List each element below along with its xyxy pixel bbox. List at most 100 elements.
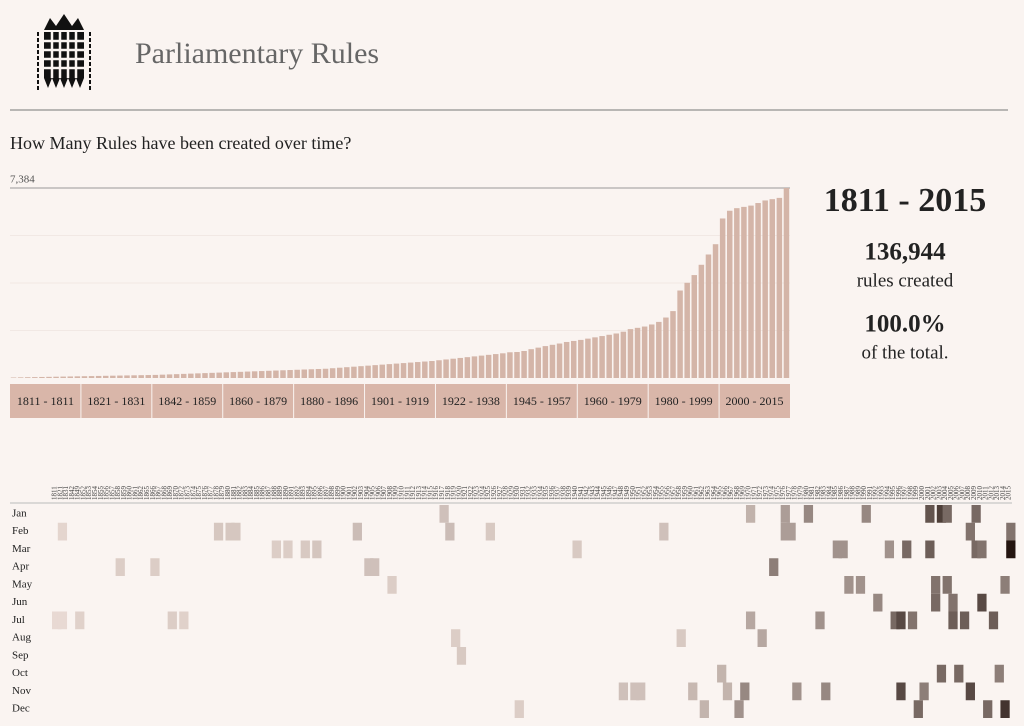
x-tick-label: 1879 xyxy=(218,486,226,501)
bar xyxy=(280,370,286,378)
x-tick-label: 1886 xyxy=(259,486,267,501)
x-tick-label: 1811 xyxy=(51,486,59,500)
x-tick-label: 1907 xyxy=(380,486,388,501)
x-tick-label: 1857 xyxy=(108,486,116,501)
bar xyxy=(287,370,293,378)
band-label: 1922 - 1938 xyxy=(442,394,500,408)
kpi-label: of the total. xyxy=(861,342,948,363)
bar xyxy=(266,370,272,378)
x-tick-label: 1952 xyxy=(640,486,648,501)
x-tick-label: 1872 xyxy=(178,486,186,501)
bar xyxy=(24,377,31,378)
x-tick-label: 1852 xyxy=(79,486,87,501)
bar xyxy=(748,205,754,378)
x-tick-label: 1875 xyxy=(195,486,203,501)
kpi-label: rules created xyxy=(857,270,954,291)
x-tick-label: 1986 xyxy=(837,486,845,501)
bar xyxy=(32,377,38,378)
x-tick-label: 1996 xyxy=(895,486,903,501)
bar xyxy=(244,371,251,378)
x-tick-label: 1867 xyxy=(155,486,163,501)
x-tick-label: 1967 xyxy=(727,486,735,501)
heat-cell xyxy=(855,576,866,594)
x-tick-label: 1948 xyxy=(617,486,625,501)
band-label: 1842 - 1859 xyxy=(158,394,216,408)
bar xyxy=(336,367,343,378)
x-tick-label: 1963 xyxy=(704,486,712,501)
x-tick-label: 1894 xyxy=(305,486,313,501)
x-tick-label: 1961 xyxy=(692,486,700,501)
x-tick-label: 2006 xyxy=(953,486,961,501)
heat-cell xyxy=(838,540,848,559)
bar xyxy=(230,372,237,378)
x-tick-label: 1949 xyxy=(623,486,631,501)
heat-cell xyxy=(971,505,981,523)
x-tick-label: 1891 xyxy=(288,486,296,501)
heat-cell xyxy=(873,593,883,612)
kpi-count: 136,944 xyxy=(864,239,946,266)
x-tick-label: 1976 xyxy=(779,486,787,501)
x-tick-label: 1868 xyxy=(160,486,168,501)
x-tick-label: 1882 xyxy=(236,486,244,501)
x-tick-label: 1984 xyxy=(825,486,833,501)
x-tick-label: 1936 xyxy=(548,486,556,501)
heat-cell xyxy=(942,576,952,594)
bar xyxy=(535,347,542,378)
heat-cell xyxy=(676,629,686,647)
x-tick-label: 2010 xyxy=(976,486,984,501)
x-tick-label: 1957 xyxy=(669,486,677,501)
bar xyxy=(294,369,300,378)
heat-cell xyxy=(179,611,189,630)
bar xyxy=(173,374,180,378)
heat-cell xyxy=(936,505,947,523)
x-tick-label: 1933 xyxy=(531,486,539,501)
bar xyxy=(769,199,776,378)
x-tick-label: 1870 xyxy=(172,486,180,501)
bar xyxy=(634,327,641,378)
bar xyxy=(578,339,584,378)
x-tick-label: 1940 xyxy=(571,486,579,501)
x-tick-label: 1956 xyxy=(664,486,672,501)
x-tick-label: 1994 xyxy=(883,486,891,501)
bar xyxy=(478,355,485,378)
heat-cell xyxy=(1006,540,1016,559)
heat-cell xyxy=(780,522,790,541)
heat-cell xyxy=(948,593,958,612)
x-tick-label: 1930 xyxy=(513,486,521,501)
heat-cell xyxy=(75,611,85,630)
x-tick-label: 1893 xyxy=(299,486,307,501)
heat-cell xyxy=(485,522,495,541)
x-tick-label: 1989 xyxy=(854,486,862,501)
bar xyxy=(407,362,414,378)
x-tick-label: 2013 xyxy=(993,486,1001,501)
x-tick-label: 1895 xyxy=(311,486,319,501)
heat-cell xyxy=(769,558,779,576)
heat-cell xyxy=(225,522,235,541)
bar xyxy=(10,377,17,378)
heat-cell xyxy=(115,558,125,576)
x-tick-label: 1869 xyxy=(166,486,174,501)
heat-cell xyxy=(57,522,68,541)
x-tick-label: 1854 xyxy=(91,486,99,501)
heat-cell xyxy=(514,700,524,718)
band-label: 1821 - 1831 xyxy=(87,394,145,408)
bar xyxy=(344,367,350,378)
heat-cell xyxy=(983,700,993,718)
x-tick-label: 1921 xyxy=(461,486,469,501)
band-label: 1980 - 1999 xyxy=(655,394,713,408)
heat-cell xyxy=(213,522,224,541)
heat-cell xyxy=(456,647,467,665)
bar xyxy=(166,374,173,378)
bar xyxy=(386,364,393,378)
band-label: 1811 - 1811 xyxy=(17,394,74,408)
heat-cell xyxy=(364,558,374,576)
x-tick-label: 1991 xyxy=(866,486,874,501)
heat-cell xyxy=(57,611,68,630)
bar xyxy=(471,356,478,378)
x-tick-label: 1912 xyxy=(409,486,417,501)
heat-cell xyxy=(977,593,987,612)
x-tick-label: 1866 xyxy=(149,486,157,501)
x-tick-label: 1951 xyxy=(635,486,643,501)
x-tick-label: 1897 xyxy=(322,486,330,501)
bar xyxy=(457,357,464,378)
